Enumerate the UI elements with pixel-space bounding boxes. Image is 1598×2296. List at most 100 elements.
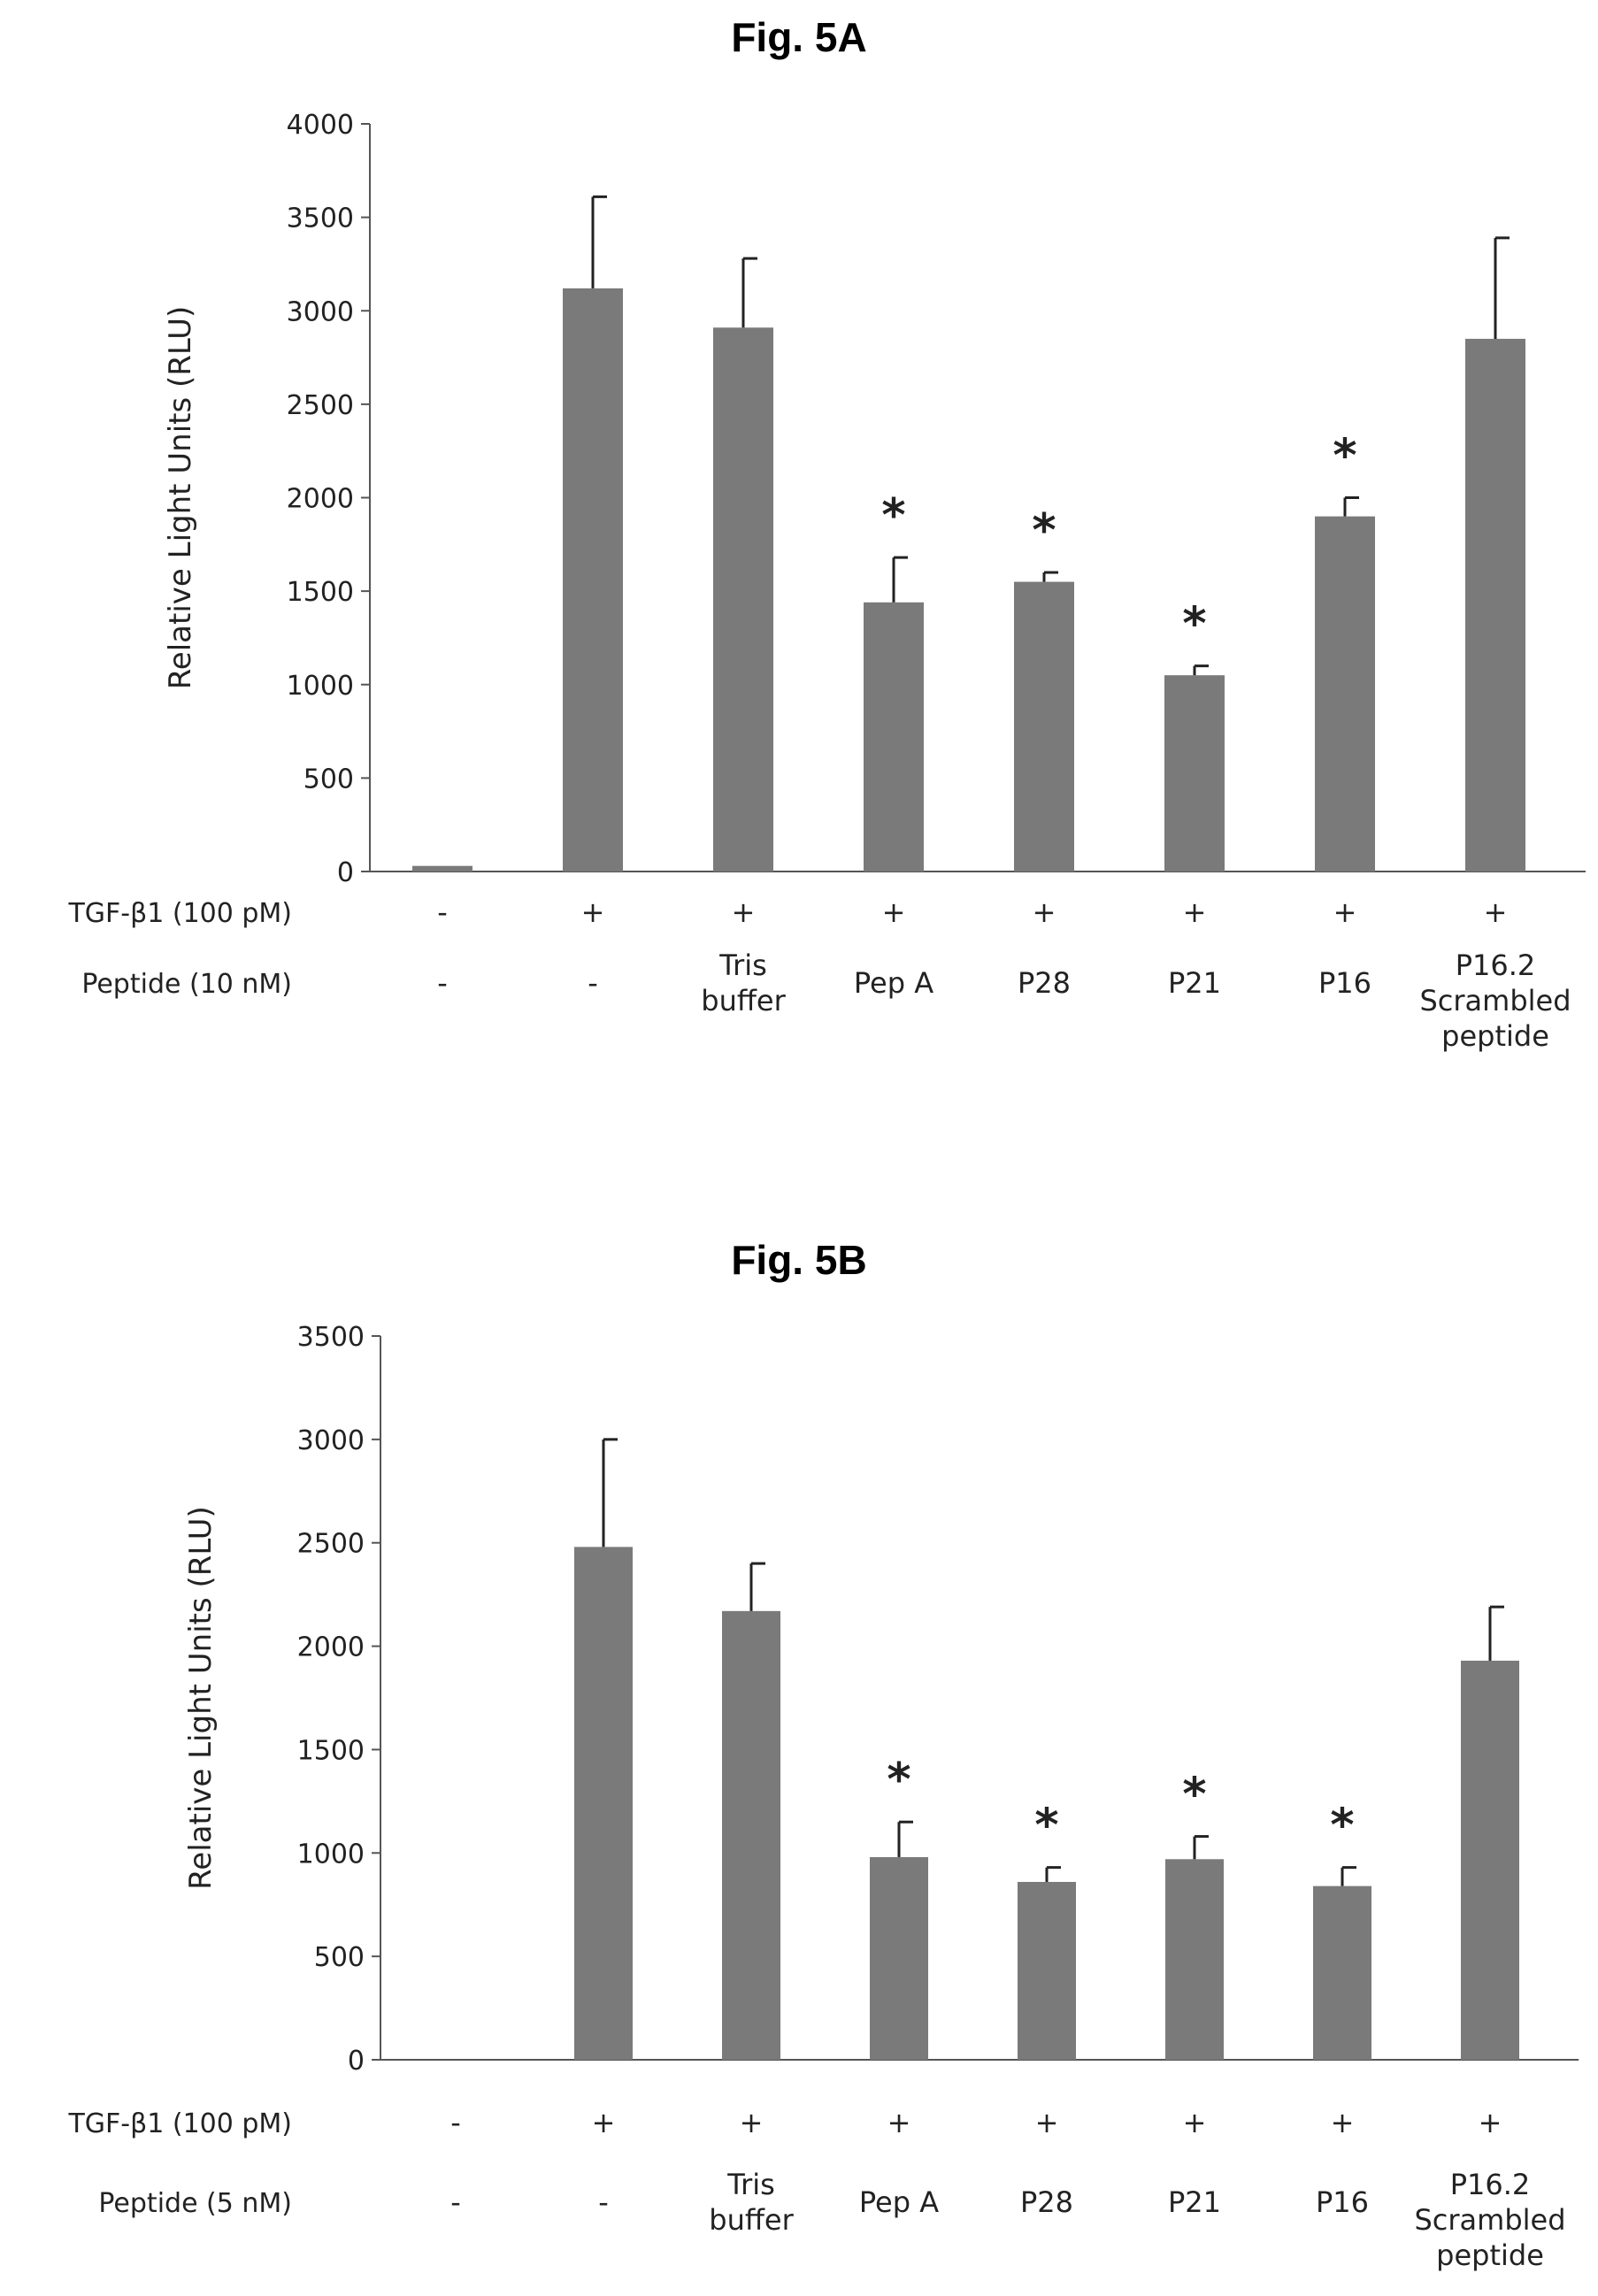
bar — [864, 602, 924, 872]
category-label: Pep A — [854, 966, 933, 1000]
category-label: + — [581, 895, 605, 929]
category-label-line: + — [1035, 2106, 1059, 2139]
category-label: - — [450, 2106, 461, 2139]
y-tick-label: 3000 — [287, 296, 354, 327]
category-label-line: P16.2 — [1450, 2168, 1531, 2201]
category-label-line: + — [581, 895, 605, 929]
category-label-line: + — [887, 2106, 911, 2139]
category-label-line: Scrambled — [1414, 2203, 1565, 2237]
bar — [1014, 581, 1074, 872]
bar — [1315, 516, 1375, 872]
bar — [412, 865, 472, 872]
y-tick-label: 3500 — [297, 1322, 365, 1353]
category-label: - — [437, 895, 448, 929]
category-label-line: + — [1183, 2106, 1207, 2139]
category-label: P28 — [1020, 2185, 1073, 2219]
category-label: + — [732, 895, 756, 929]
category-label-line: + — [1033, 895, 1056, 929]
category-label-line: Tris — [718, 948, 767, 982]
category-label: + — [1033, 895, 1056, 929]
bar — [1461, 1660, 1519, 2060]
bar — [574, 1547, 633, 2060]
significance-marker: * — [1032, 504, 1056, 557]
category-label-line: P21 — [1168, 2185, 1221, 2219]
category-label-line: + — [592, 2106, 616, 2139]
bar — [713, 327, 773, 872]
category-label: Pep A — [859, 2185, 939, 2219]
category-label-line: buffer — [701, 984, 786, 1017]
category-label: + — [1484, 895, 1508, 929]
y-tick-label: 2000 — [297, 1632, 365, 1663]
category-label: - — [588, 966, 598, 1000]
chart-2: Fig. 5B 0 500 1000 1500 2000 2500 3000 3500 Relat… — [67, 1237, 1579, 2272]
category-label-line: P16 — [1318, 966, 1371, 1000]
y-tick-label: 1500 — [297, 1735, 365, 1766]
category-label: + — [887, 2106, 911, 2139]
category-label: P21 — [1168, 966, 1221, 1000]
category-label-line: P16 — [1316, 2185, 1369, 2219]
category-label-line: - — [450, 2185, 461, 2219]
significance-marker: * — [881, 489, 905, 542]
category-label: P16 — [1316, 2185, 1369, 2219]
bar — [1165, 1859, 1224, 2060]
category-label-line: - — [450, 2106, 461, 2139]
category-label-line: Pep A — [859, 2185, 939, 2219]
category-label: Tris buffer — [701, 948, 786, 1017]
significance-marker: * — [1333, 430, 1356, 483]
category-label: P21 — [1168, 2185, 1221, 2219]
category-label-line: - — [437, 895, 448, 929]
category-label: + — [1183, 895, 1207, 929]
category-label: Tris buffer — [709, 2168, 794, 2237]
row-label: TGF-β1 (100 pM) — [67, 898, 292, 929]
category-label: + — [592, 2106, 616, 2139]
category-label-line: P28 — [1018, 966, 1071, 1000]
bar — [1313, 1885, 1371, 2060]
significance-marker: * — [1182, 598, 1206, 651]
category-label-line: peptide — [1436, 2238, 1544, 2272]
bar — [722, 1610, 780, 2060]
category-label: + — [1479, 2106, 1502, 2139]
bar — [1164, 675, 1225, 872]
category-label: P16 — [1318, 966, 1371, 1000]
category-label: P16.2 Scrambled peptide — [1414, 2168, 1565, 2272]
row-label: Peptide (5 nM) — [98, 2188, 292, 2219]
y-tick-label: 0 — [348, 2046, 365, 2077]
y-tick-label: 1500 — [287, 577, 354, 608]
y-tick-label: 2500 — [297, 1529, 365, 1560]
bar — [563, 288, 623, 872]
category-label-line: - — [437, 966, 448, 1000]
y-axis-label: Relative Light Units (RLU) — [163, 306, 198, 690]
category-label: P16.2 Scrambled peptide — [1419, 948, 1571, 1053]
category-label-line: Pep A — [854, 966, 933, 1000]
y-tick-label: 500 — [303, 764, 354, 795]
significance-marker: * — [1182, 1769, 1206, 1822]
significance-marker: * — [887, 1754, 910, 1807]
category-label-line: peptide — [1441, 1019, 1549, 1053]
y-tick-label: 2000 — [287, 484, 354, 515]
category-label-line: + — [740, 2106, 764, 2139]
category-label: - — [450, 2185, 461, 2219]
category-label-line: P28 — [1020, 2185, 1073, 2219]
bar — [1018, 1882, 1076, 2060]
category-label-line: + — [1479, 2106, 1502, 2139]
category-label: - — [437, 966, 448, 1000]
y-tick-label: 0 — [337, 857, 354, 888]
y-tick-label: 3000 — [297, 1425, 365, 1456]
category-label: - — [598, 2185, 609, 2219]
y-tick-label: 2500 — [287, 390, 354, 421]
category-label-line: - — [598, 2185, 609, 2219]
category-label-line: + — [1333, 895, 1357, 929]
category-label-line: + — [1484, 895, 1508, 929]
category-label: + — [882, 895, 906, 929]
category-label-line: + — [1183, 895, 1207, 929]
category-label-line: Tris — [726, 2168, 775, 2201]
category-label-line: + — [882, 895, 906, 929]
y-tick-label: 500 — [314, 1942, 365, 1973]
category-label-line: P21 — [1168, 966, 1221, 1000]
y-tick-label: 3500 — [287, 203, 354, 234]
significance-marker: * — [1330, 1800, 1354, 1853]
category-label: + — [1333, 895, 1357, 929]
category-label: + — [1035, 2106, 1059, 2139]
category-label: + — [1183, 2106, 1207, 2139]
